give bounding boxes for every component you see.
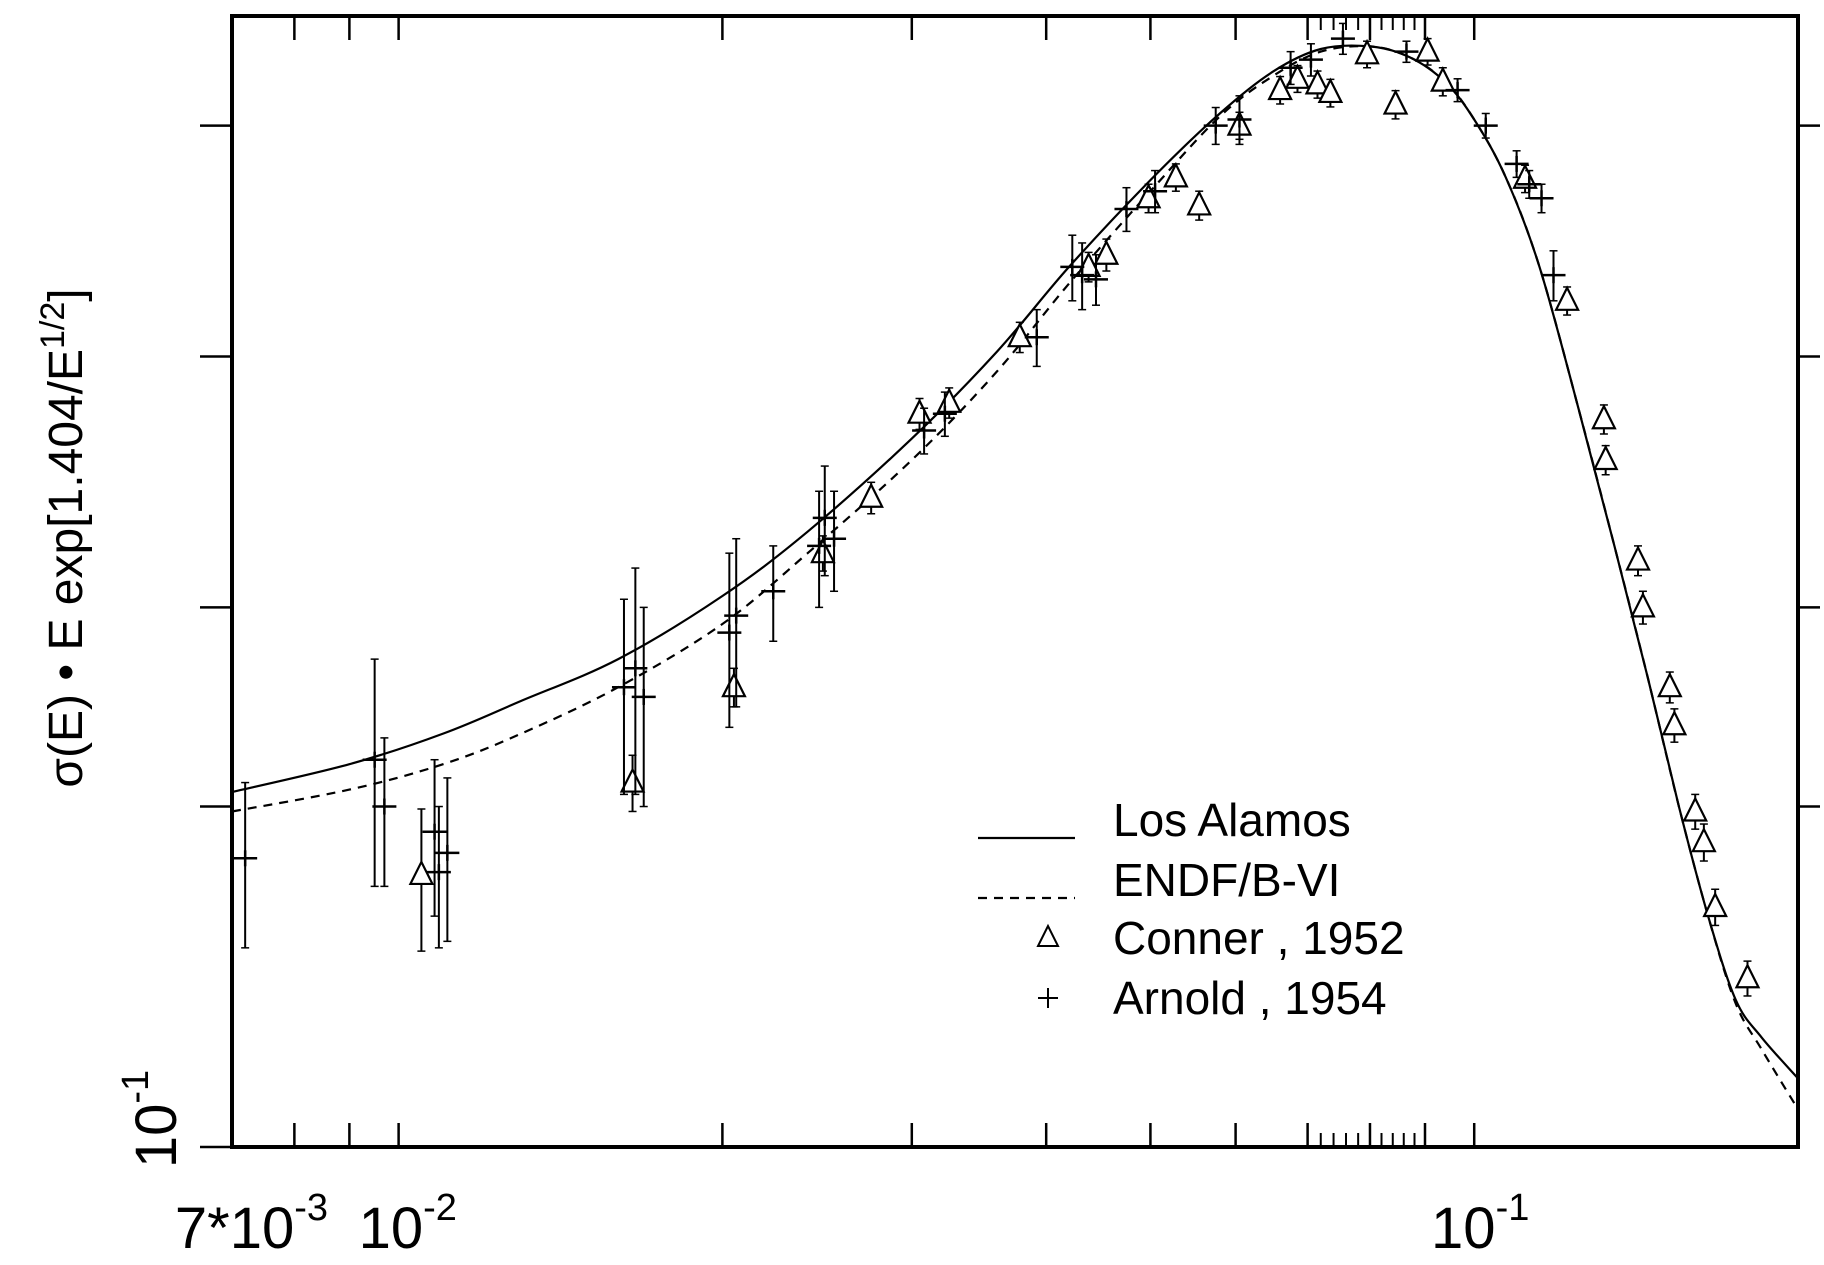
legend-label: ENDF/B-VI — [1113, 854, 1340, 906]
legend-label: Los Alamos — [1113, 794, 1351, 846]
y-axis-label-close: ] — [40, 288, 93, 301]
arnold-point — [423, 760, 447, 916]
conner-point — [1736, 961, 1758, 996]
conner-point — [1556, 287, 1578, 315]
legend-item: Los Alamos — [978, 794, 1351, 846]
legend: Los Alamos ENDF/B-VI Conner , 1952 Arnold ,… — [978, 794, 1405, 1024]
arnold-point — [761, 546, 785, 641]
triangle-marker — [860, 485, 882, 507]
x-tick-label-mantissa: 7*10 — [175, 1196, 294, 1261]
y-tick-label: 10-1 — [115, 1070, 189, 1168]
y-axis-label: σ(E) • E exp[1.404/E1/2] — [34, 288, 93, 787]
legend-item: ENDF/B-VI — [978, 854, 1340, 906]
triangle-marker — [1385, 92, 1407, 114]
conner-point — [1593, 405, 1615, 434]
conner-point — [1627, 546, 1649, 576]
triangle-marker — [1165, 164, 1187, 186]
legend-label: Conner , 1952 — [1113, 912, 1405, 964]
triangle-marker — [1595, 447, 1617, 469]
arnold-point — [724, 539, 748, 707]
triangle-marker — [812, 540, 834, 562]
x-tick-label-exponent: -3 — [294, 1187, 328, 1229]
legend-item: Arnold , 1954 — [1038, 972, 1387, 1024]
conner-point — [1417, 39, 1439, 65]
y-tick-label-mantissa: 10 — [124, 1104, 189, 1169]
y-axis-label-main: σ(E) • E exp[1.404/E — [40, 349, 93, 788]
triangle-marker — [1684, 798, 1706, 820]
series-layer — [232, 46, 1798, 1110]
conner-point — [1269, 77, 1291, 104]
x-tick-label-exponent: -1 — [1496, 1187, 1530, 1229]
x-tick-label-mantissa: 10 — [359, 1196, 424, 1261]
legend-item: Conner , 1952 — [1038, 912, 1405, 964]
conner-point — [1188, 191, 1210, 220]
axis-ticks — [200, 16, 1820, 1147]
arnold-point — [363, 659, 387, 886]
triangle-marker — [1356, 41, 1378, 63]
conner-point — [1663, 709, 1685, 742]
conner-point — [1595, 446, 1617, 475]
arnold-point — [717, 553, 741, 727]
conner-point — [860, 482, 882, 513]
conner-point — [723, 668, 745, 707]
endf-curve — [232, 46, 1798, 1109]
conner-point — [1165, 164, 1187, 191]
y-axis-label-sup: 1/2 — [34, 302, 72, 349]
triangle-marker — [1704, 894, 1726, 916]
triangle-marker — [1693, 829, 1715, 851]
arnold-point — [1025, 310, 1049, 367]
arnold-point — [1542, 251, 1566, 301]
arnold-point — [1474, 113, 1498, 138]
triangle-marker — [1663, 712, 1685, 734]
arnold-point — [1114, 188, 1138, 232]
triangle-marker — [909, 401, 931, 423]
conner-point — [1659, 672, 1681, 703]
triangle-marker — [1095, 242, 1117, 264]
y-tick-label-exponent: -1 — [115, 1070, 157, 1104]
los-alamos-curve — [232, 46, 1798, 1079]
plot-frame — [232, 16, 1798, 1147]
triangle-marker — [1593, 406, 1615, 428]
x-tick-label: 10-1 — [1431, 1187, 1529, 1261]
points-layer — [233, 23, 1758, 996]
triangle-marker — [1556, 288, 1578, 310]
triangle-marker — [1632, 594, 1654, 616]
x-tick-label: 7*10-3 — [175, 1187, 328, 1261]
triangle-marker — [723, 674, 745, 696]
conner-point — [1385, 91, 1407, 119]
plot-border — [232, 16, 1798, 1147]
x-tick-label-mantissa: 10 — [1431, 1196, 1496, 1261]
triangle-marker — [1627, 548, 1649, 570]
triangle-marker — [1188, 192, 1210, 214]
legend-triangle-marker — [1038, 926, 1058, 946]
tick-labels: 7*10-3 10-2 10-110-1 — [115, 1070, 1529, 1261]
conner-point — [812, 536, 834, 571]
legend-label: Arnold , 1954 — [1113, 972, 1387, 1024]
triangle-marker — [1659, 674, 1681, 696]
triangle-marker — [1736, 965, 1758, 987]
conner-point — [410, 809, 432, 951]
conner-point — [1704, 889, 1726, 925]
x-tick-label: 10-2 — [359, 1187, 457, 1261]
triangle-marker — [1417, 39, 1439, 61]
arnold-point — [1204, 108, 1228, 145]
x-tick-label-exponent: -2 — [423, 1187, 457, 1229]
conner-point — [1632, 591, 1654, 624]
